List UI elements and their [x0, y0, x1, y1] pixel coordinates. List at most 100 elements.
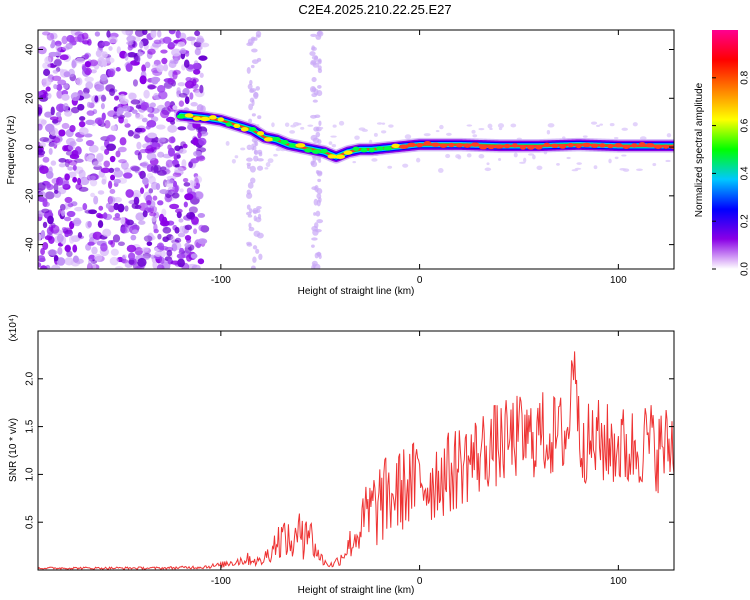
ridge-blob — [217, 117, 225, 122]
noise-speck — [38, 46, 47, 55]
noise-speck — [159, 256, 165, 264]
noise-speck — [193, 175, 203, 184]
noise-speck — [58, 104, 64, 113]
noise-speck — [157, 200, 164, 206]
noise-speck — [137, 51, 144, 57]
noise-speck — [510, 123, 517, 128]
noise-speck — [106, 30, 111, 38]
noise-speck — [257, 115, 262, 120]
noise-speck — [135, 114, 144, 120]
ridge-blob — [607, 143, 614, 149]
noise-speck — [231, 158, 236, 164]
noise-speck — [61, 122, 70, 130]
noise-speck — [250, 177, 256, 184]
noise-speck — [158, 90, 168, 100]
noise-speck — [471, 129, 476, 134]
noise-speck — [117, 203, 125, 213]
noise-speck — [247, 214, 253, 218]
noise-speck — [42, 62, 51, 70]
noise-speck — [253, 155, 259, 162]
ridge-blob — [225, 122, 233, 127]
noise-speck — [63, 71, 71, 78]
noise-speck — [123, 172, 133, 179]
noise-speck — [124, 111, 132, 118]
noise-speck — [48, 166, 53, 175]
ridge-blob — [614, 143, 623, 148]
noise-speck — [48, 147, 53, 155]
noise-speck — [100, 145, 106, 151]
noise-speck — [147, 132, 157, 139]
noise-speck — [318, 158, 322, 163]
noise-speck — [582, 135, 588, 138]
ridge-blob — [199, 116, 210, 122]
noise-speck — [72, 244, 78, 253]
noise-speck — [177, 126, 187, 131]
noise-speck — [315, 170, 320, 174]
noise-speck — [67, 144, 75, 151]
noise-speck — [472, 134, 478, 138]
noise-speck — [57, 247, 63, 255]
noise-speck — [58, 157, 67, 163]
noise-speck — [255, 248, 260, 254]
noise-speck — [330, 135, 337, 138]
colorbar-label: Normalized spectral amplitude — [694, 82, 705, 217]
noise-speck — [388, 124, 394, 128]
noise-speck — [83, 87, 90, 95]
noise-speck — [175, 208, 183, 214]
noise-speck — [179, 247, 184, 253]
noise-speck — [100, 167, 111, 174]
noise-speck — [256, 208, 261, 213]
noise-speck — [267, 158, 274, 164]
noise-speck — [42, 93, 47, 98]
y-tick-label: 40 — [25, 44, 36, 56]
noise-speck — [546, 130, 551, 135]
noise-speck — [311, 77, 317, 83]
noise-speck — [42, 156, 50, 163]
noise-speck — [116, 46, 121, 54]
noise-speck — [97, 220, 104, 229]
noise-speck — [574, 167, 582, 170]
noise-speck — [114, 266, 124, 269]
noise-speck — [174, 185, 179, 194]
noise-speck — [247, 83, 253, 90]
noise-speck — [75, 77, 83, 86]
noise-speck — [194, 48, 201, 56]
noise-speck — [174, 145, 181, 152]
ridge-blob — [423, 140, 432, 146]
noise-speck — [50, 106, 55, 116]
noise-speck — [317, 178, 322, 183]
noise-speck — [636, 168, 643, 171]
noise-speck — [246, 157, 253, 162]
snr-xlabel: Height of straight line (km) — [298, 585, 415, 596]
noise-speck — [134, 127, 143, 133]
noise-speck — [105, 84, 116, 92]
noise-speck — [404, 134, 412, 140]
noise-speck — [49, 141, 57, 147]
noise-speck — [255, 86, 261, 91]
noise-speck — [249, 89, 255, 94]
snr-axes: -100 0 100 0.5 1.0 1.5 2.0 — [25, 331, 674, 587]
ridge-blob — [272, 136, 281, 142]
ridge-blob — [535, 145, 543, 150]
noise-speck — [197, 131, 202, 139]
noise-speck — [135, 212, 145, 221]
noise-speck — [163, 63, 169, 72]
noise-speck — [176, 154, 181, 159]
noise-speck — [184, 96, 190, 105]
ridge-blob — [653, 144, 663, 149]
noise-speck — [171, 159, 179, 165]
noise-speck — [92, 231, 103, 240]
noise-speck — [167, 147, 176, 157]
noise-speck — [69, 124, 76, 133]
noise-speck — [250, 265, 256, 269]
snr-ylabel: SNR (10 * v/v) — [8, 418, 19, 482]
noise-speck — [67, 203, 74, 208]
noise-speck — [155, 124, 166, 130]
noise-speck — [184, 80, 195, 89]
noise-speck — [310, 59, 316, 65]
noise-speck — [593, 165, 598, 170]
noise-speck — [110, 239, 116, 248]
noise-speck — [91, 263, 97, 269]
noise-speck — [78, 121, 86, 128]
noise-speck — [112, 234, 121, 243]
